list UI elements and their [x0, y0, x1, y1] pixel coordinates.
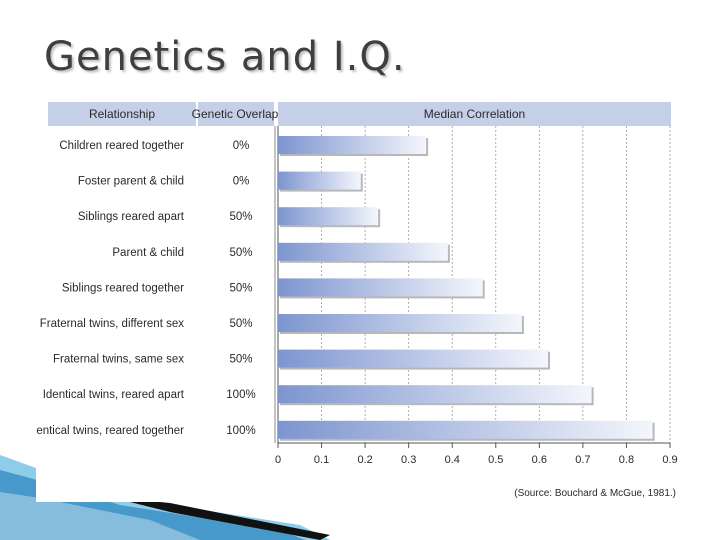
row-label: Identical twins, reared together: [36, 425, 184, 437]
bar: [278, 136, 427, 154]
overlap-label: 50%: [229, 354, 252, 366]
x-tick-label: 0.1: [314, 454, 329, 466]
header-genetic-overlap: Genetic Overlap: [192, 107, 279, 121]
x-tick-label: 0.6: [532, 454, 547, 466]
slide-title: Genetics and I.Q.: [44, 34, 406, 80]
overlap-label: 100%: [226, 425, 255, 437]
bar-chart: Relationship Genetic Overlap Median Correl…: [36, 102, 678, 499]
row-label: Foster parent & child: [78, 176, 184, 188]
x-tick-label: 0.8: [619, 454, 634, 466]
overlap-label: 50%: [229, 318, 252, 330]
bar: [278, 171, 361, 190]
row-label: Siblings reared together: [62, 282, 184, 294]
x-tick-label: 0.9: [662, 454, 677, 466]
x-tick-label: 0.3: [401, 454, 416, 466]
row-label: Children reared together: [59, 140, 184, 152]
x-tick-label: 0.7: [575, 454, 590, 466]
bar: [278, 314, 522, 332]
bar: [278, 207, 379, 226]
bar: [278, 420, 653, 439]
bar: [278, 385, 592, 404]
bar: [278, 349, 549, 368]
source-note: (Source: Bouchard & McGue, 1981.): [514, 488, 676, 499]
header-cell-overlap: [198, 102, 274, 126]
header-median-correlation: Median Correlation: [424, 107, 525, 121]
x-tick-label: 0.2: [357, 454, 372, 466]
row-label: Identical twins, reared apart: [43, 389, 185, 401]
bar: [278, 278, 483, 297]
overlap-label: 50%: [229, 211, 252, 223]
overlap-label: 0%: [233, 140, 250, 152]
x-tick-label: 0.5: [488, 454, 503, 466]
row-label: Siblings reared apart: [78, 211, 185, 223]
row-label: Fraternal twins, same sex: [53, 354, 184, 366]
x-tick-label: 0.4: [445, 454, 460, 466]
bar: [278, 242, 448, 261]
chart-figure: Relationship Genetic Overlap Median Correl…: [36, 98, 682, 502]
header-cell-relationship: [48, 102, 196, 126]
corner-stripe-white: [0, 492, 200, 540]
x-tick-label: 0: [275, 454, 281, 466]
row-label: Fraternal twins, different sex: [40, 318, 184, 330]
corner-stripe-black: [110, 497, 330, 540]
overlap-label: 50%: [229, 282, 252, 294]
overlap-label: 50%: [229, 247, 252, 259]
header-relationship: Relationship: [89, 107, 155, 121]
header-cell-correlation: [278, 102, 671, 126]
overlap-label: 100%: [226, 389, 255, 401]
overlap-label: 0%: [233, 176, 250, 188]
row-label: Parent & child: [112, 247, 184, 259]
